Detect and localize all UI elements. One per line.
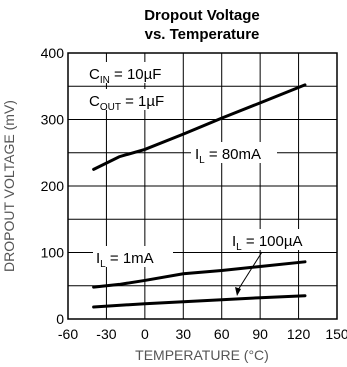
tick-labels: -60 -30 0 30 60 90 120 150 0 100 200 300 400 [41,45,347,342]
x-tick-label-7: 150 [325,326,347,342]
y-tick-label-3: 300 [41,112,65,128]
il100-label: IL = 100µA [232,233,303,253]
series-lines [92,83,307,309]
il1-label-box [93,246,173,267]
y-axis-label: DROPOUT VOLTAGE (mV) [1,100,17,272]
x-tick-label-6: 120 [287,326,311,342]
il100-leader-arrowhead [235,287,241,296]
y-tick-label-0: 0 [56,311,64,327]
il100-leader-line [237,251,263,291]
il1-label: IL = 1mA [96,250,154,270]
cout-label: COUT = 1µF [89,93,164,113]
x-axis-label: TEMPERATURE (°C) [135,347,269,363]
x-tick-label-4: 60 [214,326,230,342]
x-tick-label-5: 90 [252,326,268,342]
x-tick-label-0: -60 [58,326,78,342]
plot-frame [67,52,338,320]
chart-title-line-2: vs. Temperature [145,26,260,43]
x-tick-label-1: -30 [96,326,116,342]
il100-label-box [229,229,321,250]
x-tick-label-2: 0 [141,326,149,342]
il80-label-box [191,142,277,163]
series-line-2 [92,294,307,309]
chart-title-line-1: Dropout Voltage [144,7,260,24]
y-tick-label-1: 100 [41,245,65,261]
cin-label-box [84,62,182,83]
cin-label: CIN = 10µF [89,66,161,86]
y-tick-label-4: 400 [41,45,65,61]
il80-label: IL = 80mA [195,146,261,166]
x-tick-label-3: 30 [175,326,191,342]
series-line-1 [92,260,307,289]
cout-label-box [84,89,182,110]
y-tick-label-2: 200 [41,178,65,194]
series-line-0 [92,83,307,171]
